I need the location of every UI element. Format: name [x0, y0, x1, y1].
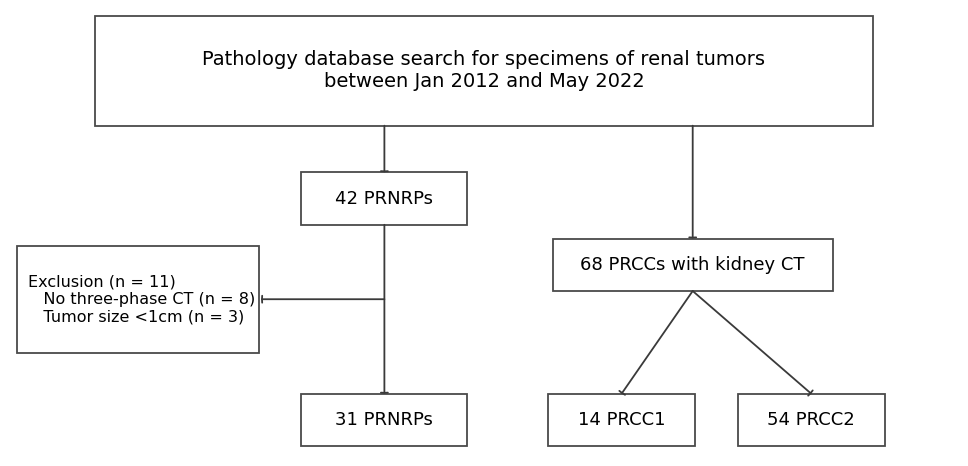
Text: Exclusion (n = 11)
   No three-phase CT (n = 8)
   Tumor size <1cm (n = 3): Exclusion (n = 11) No three-phase CT (n …	[28, 274, 256, 324]
FancyBboxPatch shape	[738, 394, 885, 446]
FancyBboxPatch shape	[95, 16, 873, 126]
Text: Pathology database search for specimens of renal tumors
between Jan 2012 and May: Pathology database search for specimens …	[202, 50, 766, 91]
Text: 54 PRCC2: 54 PRCC2	[768, 411, 855, 429]
Text: 68 PRCCs with kidney CT: 68 PRCCs with kidney CT	[581, 256, 805, 274]
FancyBboxPatch shape	[301, 172, 468, 225]
FancyBboxPatch shape	[548, 394, 695, 446]
Text: 31 PRNRPs: 31 PRNRPs	[336, 411, 434, 429]
FancyBboxPatch shape	[301, 394, 468, 446]
FancyBboxPatch shape	[553, 239, 832, 291]
Text: 14 PRCC1: 14 PRCC1	[578, 411, 665, 429]
Text: 42 PRNRPs: 42 PRNRPs	[335, 190, 434, 208]
FancyBboxPatch shape	[16, 246, 258, 353]
